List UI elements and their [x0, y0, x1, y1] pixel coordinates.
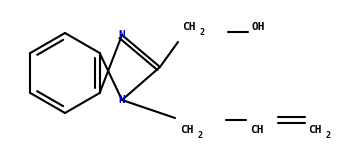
Text: CH: CH [250, 125, 264, 135]
Text: CH: CH [180, 125, 193, 135]
Text: 2: 2 [198, 131, 203, 140]
Text: OH: OH [252, 22, 265, 32]
Text: 2: 2 [200, 28, 205, 37]
Text: CH: CH [182, 22, 196, 32]
Text: N: N [119, 30, 125, 40]
Text: N: N [119, 95, 125, 105]
Text: 2: 2 [326, 131, 331, 140]
Text: CH: CH [308, 125, 322, 135]
